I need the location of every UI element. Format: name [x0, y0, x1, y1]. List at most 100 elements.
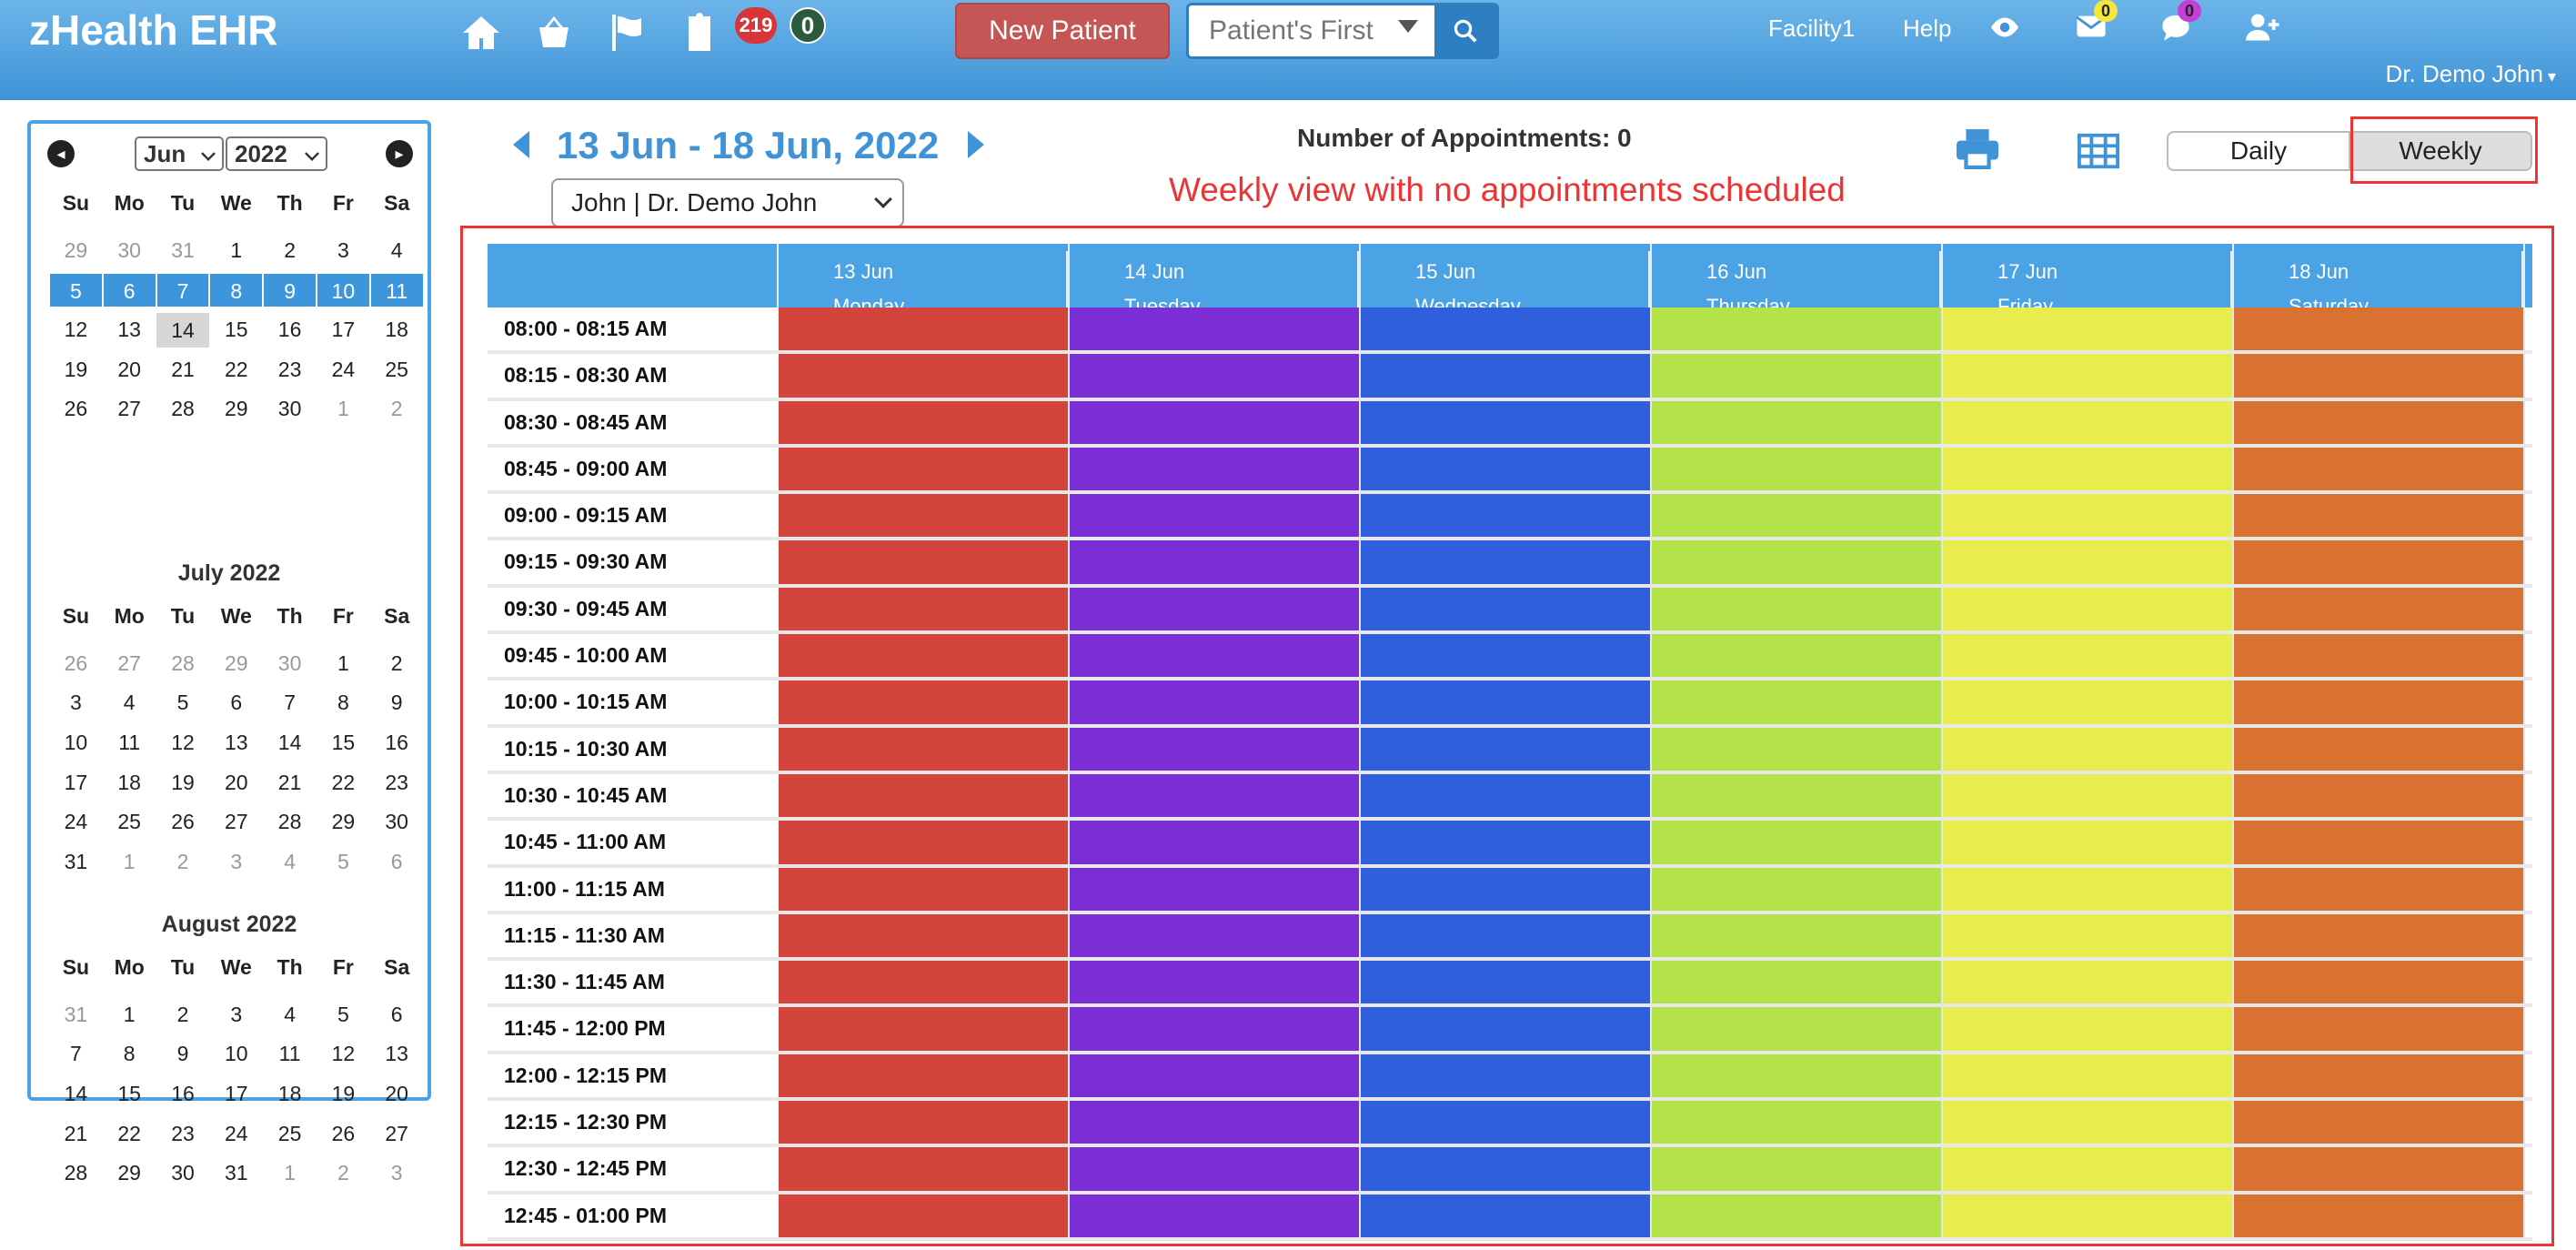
schedule-cell[interactable] — [2234, 400, 2525, 444]
schedule-cell[interactable] — [2234, 1147, 2525, 1191]
schedule-cell[interactable] — [1652, 1147, 1943, 1191]
calendar-day[interactable]: 17 — [64, 770, 88, 794]
schedule-cell[interactable] — [1361, 540, 1652, 584]
schedule-cell[interactable] — [1943, 913, 2234, 958]
user-menu[interactable]: Dr. Demo John ▾ — [2386, 60, 2556, 88]
schedule-cell[interactable] — [1070, 1147, 1361, 1191]
calendar-day[interactable]: 18 — [385, 318, 408, 342]
chat-icon[interactable] — [2159, 13, 2192, 42]
calendar-day[interactable]: 11 — [369, 272, 424, 307]
schedule-cell[interactable] — [1070, 727, 1361, 771]
schedule-cell[interactable] — [2234, 773, 2525, 818]
calendar-day[interactable]: 31 — [224, 1161, 248, 1185]
calendar-day[interactable]: 10 — [316, 272, 370, 307]
schedule-cell[interactable] — [1652, 961, 1943, 1004]
calendar-day[interactable]: 15 — [117, 1082, 141, 1106]
search-button[interactable] — [1434, 5, 1496, 56]
calendar-day[interactable]: 19 — [331, 1082, 356, 1106]
provider-select[interactable]: John | Dr. Demo John — [551, 178, 904, 227]
calendar-day[interactable]: 24 — [331, 357, 356, 381]
schedule-cell[interactable] — [1943, 634, 2234, 678]
calendar-day[interactable]: 15 — [331, 731, 356, 755]
schedule-cell[interactable] — [1361, 913, 1652, 958]
schedule-cell[interactable] — [779, 1194, 1070, 1237]
schedule-cell[interactable] — [1943, 354, 2234, 398]
calendar-day[interactable]: 27 — [117, 650, 141, 675]
calendar-day[interactable]: 6 — [230, 691, 243, 715]
schedule-cell[interactable] — [2234, 1101, 2525, 1144]
schedule-cell[interactable] — [1943, 447, 2234, 491]
calendar-day[interactable]: 12 — [331, 1042, 356, 1066]
calendar-day[interactable]: 6 — [102, 272, 156, 307]
schedule-cell[interactable] — [1070, 961, 1361, 1004]
calendar-day[interactable]: 1 — [230, 237, 243, 262]
schedule-cell[interactable] — [1652, 821, 1943, 864]
calendar-day[interactable]: 3 — [230, 849, 243, 873]
calendar-day[interactable]: 22 — [224, 357, 248, 381]
calendar-day[interactable]: 8 — [123, 1042, 136, 1066]
calendar-day[interactable]: 29 — [117, 1161, 141, 1185]
facility-link[interactable]: Facility1 — [1768, 15, 1856, 42]
schedule-cell[interactable] — [1361, 773, 1652, 818]
calendar-day[interactable]: 26 — [331, 1121, 356, 1145]
schedule-cell[interactable] — [1361, 587, 1652, 631]
eye-icon[interactable] — [1988, 15, 2021, 40]
schedule-cell[interactable] — [2234, 307, 2525, 351]
schedule-cell[interactable] — [779, 867, 1070, 911]
calendar-day[interactable]: 15 — [224, 318, 248, 342]
schedule-cell[interactable] — [1070, 634, 1361, 678]
calendar-day[interactable]: 30 — [385, 810, 408, 834]
table-view-icon[interactable] — [2078, 133, 2119, 169]
calendar-day[interactable]: 5 — [176, 691, 189, 715]
calendar-day[interactable]: 4 — [284, 1002, 296, 1026]
schedule-cell[interactable] — [779, 494, 1070, 538]
calendar-day[interactable]: 19 — [64, 357, 88, 381]
schedule-cell[interactable] — [1070, 680, 1361, 724]
calendar-day[interactable]: 25 — [277, 1121, 302, 1145]
calendar-day[interactable]: 28 — [171, 397, 195, 421]
schedule-cell[interactable] — [2234, 587, 2525, 631]
flag-icon[interactable] — [600, 9, 653, 56]
schedule-cell[interactable] — [1943, 1053, 2234, 1098]
calendar-day[interactable]: 6 — [390, 1002, 403, 1026]
calendar-day[interactable]: 17 — [331, 318, 356, 342]
schedule-cell[interactable] — [1070, 1194, 1361, 1237]
schedule-cell[interactable] — [779, 587, 1070, 631]
schedule-cell[interactable] — [1070, 587, 1361, 631]
schedule-cell[interactable] — [1361, 727, 1652, 771]
schedule-cell[interactable] — [2234, 634, 2525, 678]
schedule-cell[interactable] — [1652, 540, 1943, 584]
schedule-cell[interactable] — [1652, 587, 1943, 631]
calendar-day[interactable]: 16 — [385, 731, 408, 755]
schedule-cell[interactable] — [1070, 540, 1361, 584]
schedule-cell[interactable] — [1652, 307, 1943, 351]
schedule-cell[interactable] — [1652, 773, 1943, 818]
daily-view-button[interactable]: Daily — [2229, 136, 2288, 165]
schedule-cell[interactable] — [1943, 727, 2234, 771]
schedule-cell[interactable] — [779, 634, 1070, 678]
schedule-cell[interactable] — [779, 961, 1070, 1004]
calendar-day[interactable]: 5 — [337, 849, 349, 873]
calendar-day[interactable]: 12 — [64, 318, 88, 342]
calendar-day[interactable]: 30 — [277, 397, 302, 421]
prev-month-button[interactable]: ◂ — [47, 140, 75, 167]
schedule-cell[interactable] — [1070, 821, 1361, 864]
schedule-cell[interactable] — [1652, 1194, 1943, 1237]
schedule-cell[interactable] — [2234, 447, 2525, 491]
print-icon[interactable] — [1954, 127, 2001, 169]
schedule-cell[interactable] — [779, 727, 1070, 771]
calendar-day[interactable]: 27 — [385, 1121, 408, 1145]
calendar-day[interactable]: 18 — [277, 1082, 302, 1106]
calendar-day[interactable]: 2 — [337, 1161, 349, 1185]
new-patient-button[interactable]: New Patient — [955, 3, 1170, 59]
schedule-cell[interactable] — [1652, 354, 1943, 398]
schedule-cell[interactable] — [779, 540, 1070, 584]
schedule-cell[interactable] — [1943, 1101, 2234, 1144]
calendar-day[interactable]: 20 — [117, 357, 141, 381]
schedule-cell[interactable] — [1652, 1053, 1943, 1098]
calendar-day[interactable]: 26 — [64, 397, 88, 421]
schedule-cell[interactable] — [1652, 727, 1943, 771]
calendar-day[interactable]: 22 — [117, 1121, 141, 1145]
calendar-day[interactable]: 25 — [117, 810, 141, 834]
calendar-day[interactable]: 30 — [277, 650, 302, 675]
